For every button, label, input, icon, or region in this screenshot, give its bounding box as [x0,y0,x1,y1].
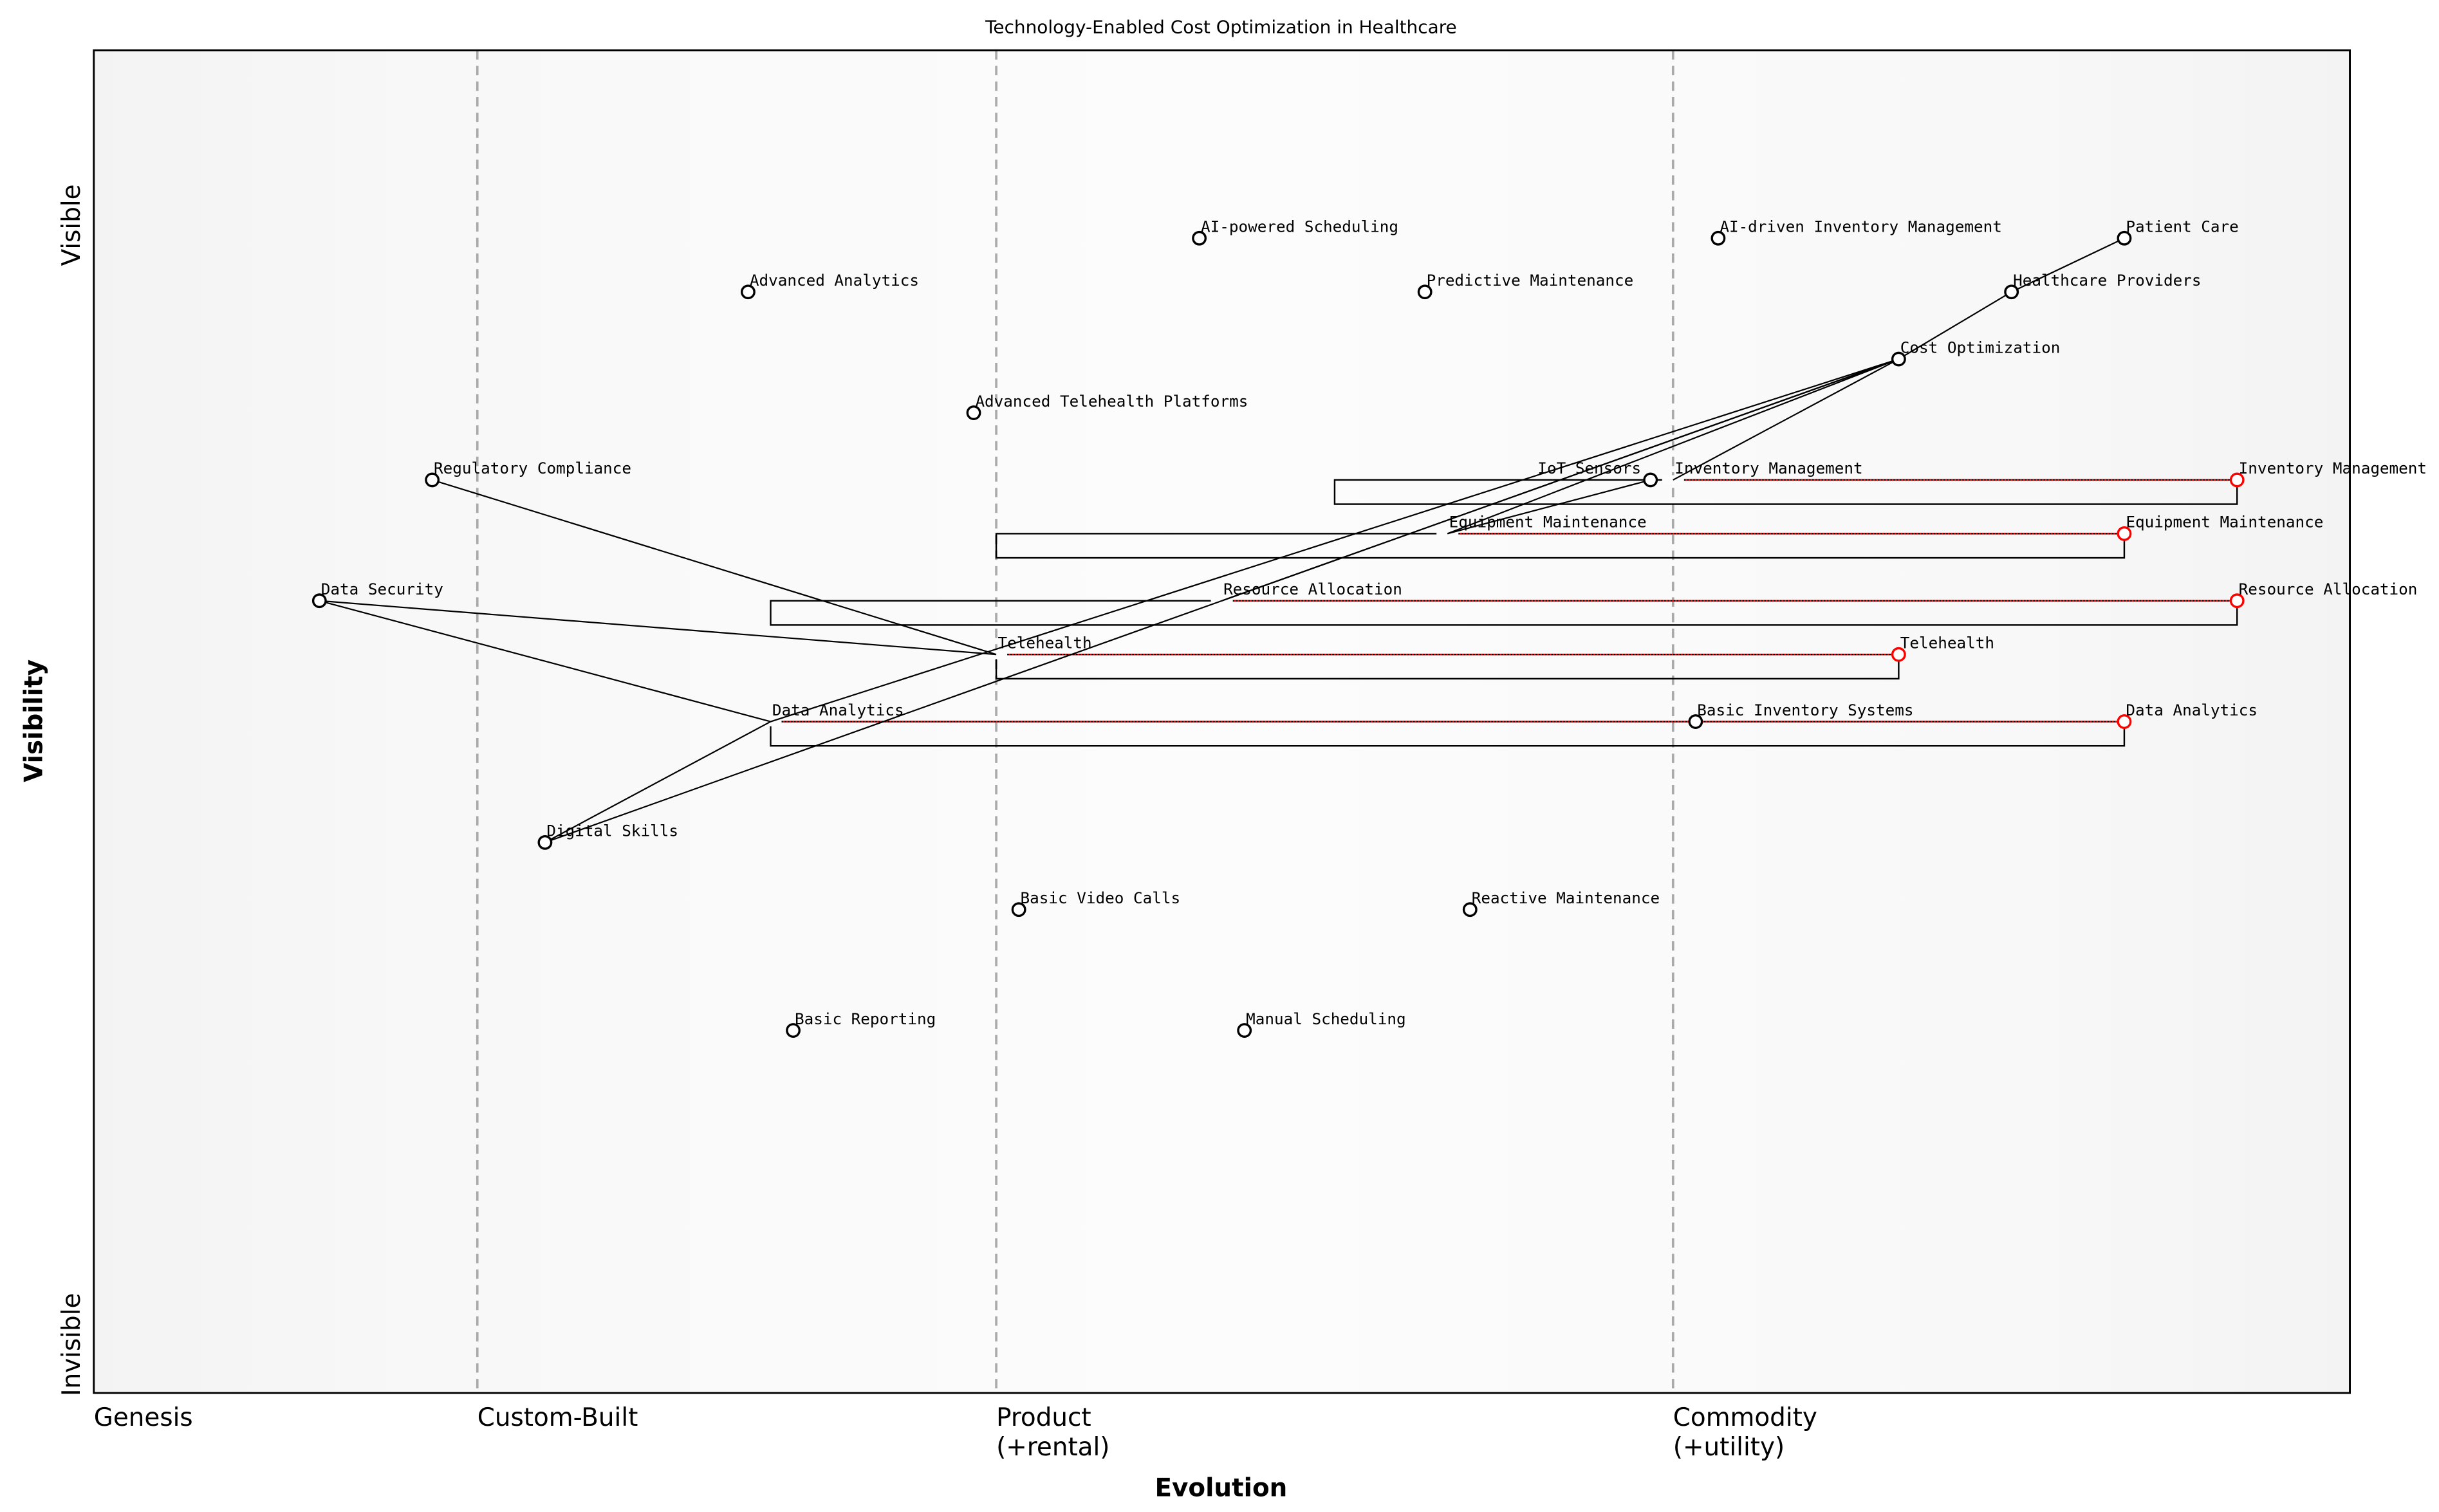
component-node-patient-care [2117,230,2132,246]
component-node-data-security [311,593,327,609]
stage-label-product: Product (+rental) [996,1403,1109,1462]
component-node-iot-sensors [1643,472,1658,488]
stage-label-genesis: Genesis [94,1403,193,1432]
x-axis-label: Evolution [1155,1473,1288,1502]
evolved-label-inventory-management: Inventory Management [2239,459,2427,477]
component-label-data-analytics: Data Analytics [772,701,904,719]
link-healthcare-providers-to-cost-optimization [1898,291,2012,360]
component-label-basic-reporting: Basic Reporting [795,1010,936,1028]
component-node-regulatory-compliance [425,472,440,488]
component-label-data-security: Data Security [321,580,443,598]
component-node-basic-video-calls [1011,902,1026,917]
component-label-advanced-analytics: Advanced Analytics [750,271,919,290]
evolved-label-equipment-maintenance: Equipment Maintenance [2126,513,2323,531]
evolved-label-resource-allocation: Resource Allocation [2239,580,2418,598]
component-label-reactive-maintenance: Reactive Maintenance [1472,889,1660,907]
evolved-node-telehealth [1891,647,1906,662]
link-cost-optimization-to-digital-skills [544,358,1899,844]
component-label-iot-sensors: IoT Sensors [1537,459,1641,477]
component-label-resource-allocation: Resource Allocation [1223,580,1402,598]
evolved-label-data-analytics: Data Analytics [2126,701,2258,719]
stage-label-custom-built: Custom-Built [478,1403,638,1432]
link-regulatory-compliance-to-telehealth [432,479,997,656]
component-label-basic-inventory-systems: Basic Inventory Systems [1697,701,1913,719]
link-data-security-to-data-analytics [319,600,771,723]
link-cost-optimization-to-inventory-management [1673,358,1899,481]
component-label-basic-video-calls: Basic Video Calls [1021,889,1181,907]
plot-frame [93,49,2351,1394]
component-label-regulatory-compliance: Regulatory Compliance [434,459,631,477]
evolved-node-inventory-management [2229,472,2245,488]
component-node-healthcare-providers [2004,284,2019,300]
component-label-predictive-maintenance: Predictive Maintenance [1427,271,1634,290]
component-label-inventory-management: Inventory Management [1674,459,1862,477]
stage-label-commodity: Commodity (+utility) [1673,1403,1817,1462]
component-node-manual-scheduling [1237,1023,1252,1038]
evolved-node-equipment-maintenance [2117,526,2132,541]
link-patient-care-to-healthcare-providers [2011,237,2125,293]
component-label-cost-optimization: Cost Optimization [1900,338,2061,356]
component-label-equipment-maintenance: Equipment Maintenance [1449,513,1647,531]
component-label-ai-powered-scheduling: AI-powered Scheduling [1201,217,1398,236]
link-data-analytics-to-digital-skills [544,721,772,844]
component-node-basic-inventory-systems [1688,714,1703,729]
component-label-ai-driven-inventory-management: AI-driven Inventory Management [1720,217,2002,236]
evolved-node-data-analytics [2117,714,2132,729]
chart-title: Technology-Enabled Cost Optimization in … [985,16,1457,37]
component-node-reactive-maintenance [1462,902,1478,917]
evolved-label-telehealth: Telehealth [1900,633,1994,652]
component-label-patient-care: Patient Care [2126,217,2238,236]
component-node-cost-optimization [1891,351,1906,367]
component-node-digital-skills [537,834,553,850]
component-node-ai-powered-scheduling [1192,230,1207,246]
link-iot-sensors-to-equipment-maintenance [1447,479,1651,535]
component-node-advanced-telehealth-platforms [966,405,981,420]
link-data-security-to-telehealth [319,600,997,656]
y-bottom-label: Invisible [57,1293,86,1396]
component-label-telehealth: Telehealth [997,633,1091,652]
component-label-digital-skills: Digital Skills [546,822,678,840]
component-node-basic-reporting [786,1023,801,1038]
link-cost-optimization-to-data-analytics [770,358,1899,723]
component-node-advanced-analytics [741,284,756,300]
component-label-healthcare-providers: Healthcare Providers [2013,271,2201,290]
component-node-predictive-maintenance [1417,284,1433,300]
y-top-label: Visible [57,184,86,266]
y-axis-label: Visibility [20,659,49,782]
component-node-ai-driven-inventory-management [1711,230,1726,246]
component-label-advanced-telehealth-platforms: Advanced Telehealth Platforms [975,392,1248,410]
link-cost-optimization-to-equipment-maintenance [1447,358,1899,535]
component-label-manual-scheduling: Manual Scheduling [1246,1010,1406,1028]
evolved-node-resource-allocation [2229,593,2245,609]
